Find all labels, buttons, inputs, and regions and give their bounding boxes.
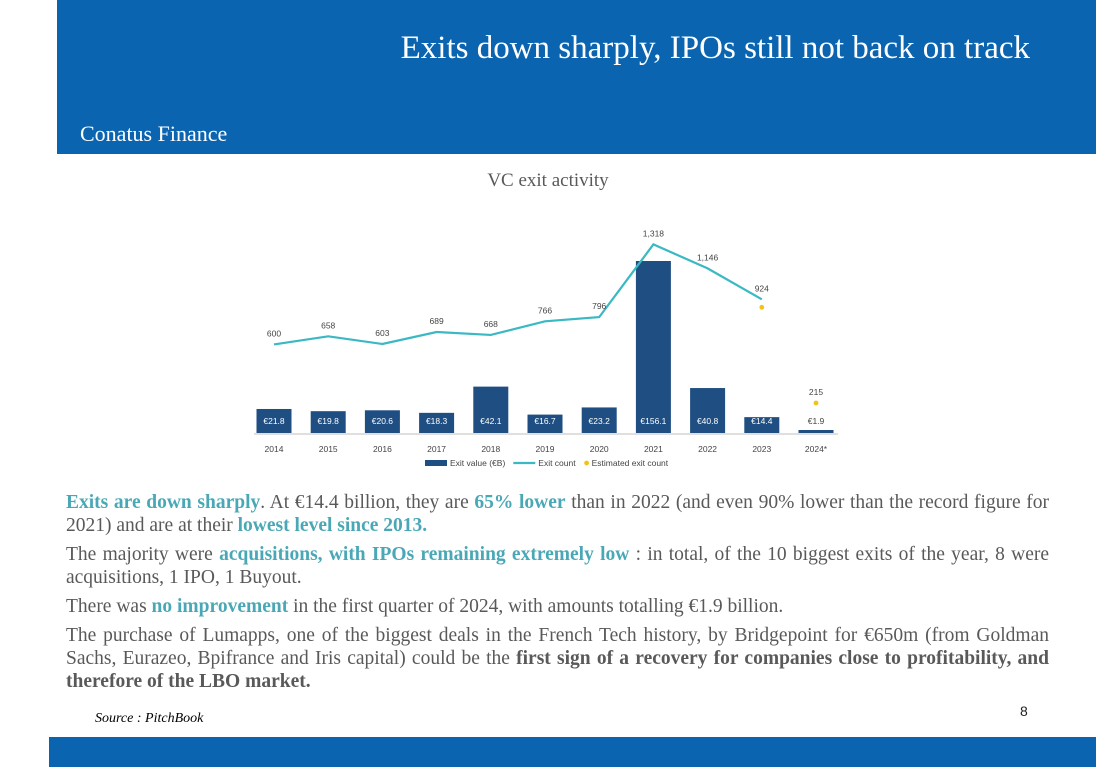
bar-value-label: €1.9 (808, 416, 825, 426)
x-tick-label: 2021 (644, 444, 663, 454)
x-tick-label: 2014 (265, 444, 284, 454)
legend-label: Estimated exit count (592, 458, 669, 468)
bar (635, 261, 671, 433)
text: than in 2022 (and even 90% lower than th… (66, 492, 1049, 536)
paragraph-4: The purchase of Lumapps, one of the bigg… (66, 624, 1049, 693)
bar (419, 412, 455, 433)
exit-count-label: 603 (375, 328, 389, 338)
bar (473, 386, 509, 433)
exit-count-label: 668 (484, 319, 498, 329)
page-title: Exits down sharply, IPOs still not back … (400, 30, 1030, 66)
brand-name: Conatus Finance (80, 121, 228, 146)
commentary: Exits are down sharply. At €14.4 billion… (66, 491, 1049, 699)
highlight: no improvement (151, 596, 289, 617)
bar-value-label: €23.2 (589, 416, 611, 426)
x-tick-label: 2019 (536, 444, 555, 454)
bar (364, 410, 400, 433)
bar (581, 407, 617, 433)
emphasis: first sign of a recovery for companies c… (66, 648, 1049, 692)
bar-value-label: €18.3 (426, 416, 448, 426)
x-tick-label: 2022 (698, 444, 717, 454)
text: There was (66, 596, 152, 617)
bar (798, 430, 834, 433)
line-layer (273, 243, 819, 406)
exit-count-label: 658 (321, 320, 335, 330)
x-tick-label: 2017 (427, 444, 446, 454)
bar-value-label: €21.8 (263, 416, 285, 426)
x-tick-label: 2015 (319, 444, 338, 454)
exit-count-label: 766 (538, 305, 552, 315)
x-tick-label: 2018 (481, 444, 500, 454)
x-tick-label: 2024* (805, 444, 828, 454)
estimated-exit-point (813, 400, 819, 406)
bar-value-label: €16.7 (534, 416, 556, 426)
highlight: 65% lower (474, 492, 566, 513)
legend-label: Exit value (€B) (450, 458, 505, 468)
bar (256, 408, 292, 433)
text: The majority were (66, 544, 220, 565)
highlight: Exits are down sharply (66, 492, 261, 513)
footer-bar (49, 737, 1096, 767)
exit-count-label: 1,318 (643, 228, 665, 238)
bar (690, 388, 726, 433)
x-tick-label: 2023 (752, 444, 771, 454)
paragraph-2: The majority were acquisitions, with IPO… (66, 543, 1049, 589)
bar-value-label: €156.1 (640, 416, 666, 426)
bar (310, 411, 346, 433)
legend-swatch-point (584, 460, 590, 466)
paragraph-1: Exits are down sharply. At €14.4 billion… (66, 491, 1049, 537)
estimated-exit-point (759, 304, 765, 310)
bar-value-label: €14.4 (751, 416, 773, 426)
text: in the first quarter of 2024, with amoun… (288, 596, 784, 617)
bar-value-label: €40.8 (697, 416, 719, 426)
exit-count-label: 924 (755, 283, 769, 293)
exit-count-label: 1,146 (697, 252, 719, 262)
header-banner: Exits down sharply, IPOs still not back … (57, 0, 1096, 154)
source-note: Source : PitchBook (95, 711, 204, 726)
bar-value-label: €19.8 (318, 416, 340, 426)
x-tick-label: 2016 (373, 444, 392, 454)
chart-title: VC exit activity (487, 170, 609, 191)
labels-layer: €21.8 €19.8 €20.6 €18.3 €42.1 €16.7 €23.2 €156.… (263, 228, 824, 426)
bar (527, 414, 563, 433)
legend: Exit value (€B) Exit count Estimated exit … (425, 458, 669, 468)
legend-label: Exit count (538, 458, 576, 468)
highlight: acquisitions, with IPOs remaining extrem… (219, 544, 630, 565)
bar (744, 417, 780, 433)
exit-count-label: 689 (430, 316, 444, 326)
text: . At €14.4 billion, they are (260, 492, 475, 513)
exit-activity-chart: €21.8 €19.8 €20.6 €18.3 €42.1 €16.7 €23.2 €156.… (254, 228, 838, 468)
text: : in total, of the 10 biggest exits of t… (66, 544, 1049, 588)
highlight: lowest level since 2013. (237, 515, 428, 536)
legend-swatch-bar (425, 460, 447, 466)
text: The purchase of Lumapps, one of the bigg… (66, 625, 1049, 669)
exit-count-label: 796 (592, 301, 606, 311)
bar-value-label: €20.6 (372, 416, 394, 426)
x-axis: 2014 2015 2016 2017 2018 2019 2020 2021 2022 2023… (254, 433, 838, 454)
exit-count-label: 600 (267, 328, 281, 338)
exit-count-line (273, 243, 763, 346)
paragraph-3: There was no improvement in the first qu… (66, 595, 1049, 618)
page-number: 8 (1020, 703, 1028, 719)
x-tick-label: 2020 (590, 444, 609, 454)
bars-layer (256, 261, 834, 433)
bar-value-label: €42.1 (480, 416, 502, 426)
estimated-exit-label: 215 (809, 387, 823, 397)
